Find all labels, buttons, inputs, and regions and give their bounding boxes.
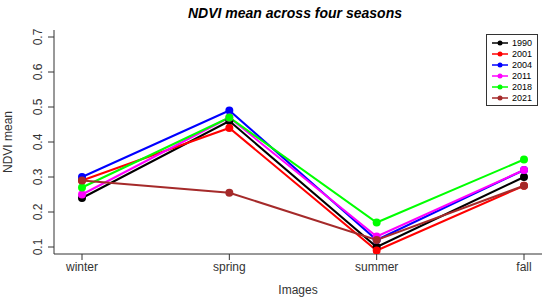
svg-text:0.4: 0.4 (31, 133, 45, 150)
html-text:1990: 1990 (512, 37, 532, 48)
html-text:2018: 2018 (512, 81, 532, 92)
html-text:2001: 2001 (512, 48, 532, 59)
svg-text:0.3: 0.3 (31, 168, 45, 185)
html-text:NDVI mean across four seasons: NDVI mean across four seasons (188, 5, 402, 21)
svg-text:0.6: 0.6 (31, 63, 45, 80)
svg-text:spring: spring (213, 260, 246, 274)
svg-text:Images: Images (278, 283, 317, 297)
html-text:2004: 2004 (512, 59, 532, 70)
html-text:2011: 2011 (512, 70, 532, 81)
svg-text:NDVI mean: NDVI mean (8, 111, 15, 173)
svg-text:0.7: 0.7 (31, 28, 45, 45)
svg-text:fall: fall (516, 260, 531, 274)
svg-text:0.1: 0.1 (31, 238, 45, 255)
svg-text:0.2: 0.2 (31, 203, 45, 220)
html-text:2021: 2021 (512, 92, 532, 103)
svg-text:summer: summer (355, 260, 398, 274)
svg-text:winter: winter (65, 260, 98, 274)
svg-text:0.5: 0.5 (31, 98, 45, 115)
